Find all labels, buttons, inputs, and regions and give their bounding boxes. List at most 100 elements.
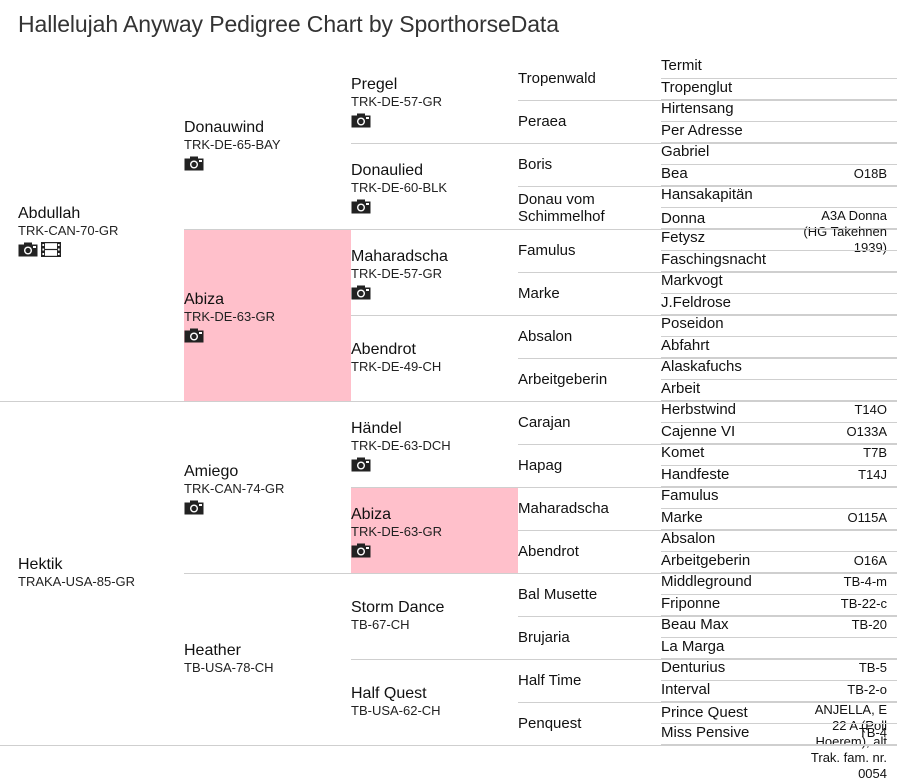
horse-name[interactable]: Pregel [351, 76, 398, 93]
horse-name[interactable]: Abdullah [18, 205, 81, 222]
horse-name[interactable]: Hapag [518, 457, 563, 474]
horse-name[interactable]: Faschingsnacht [661, 251, 767, 268]
horse-name[interactable]: Per Adresse [661, 122, 743, 139]
horse-entry[interactable]: Bea O18B [661, 165, 887, 187]
horse-name[interactable]: Half Quest [351, 685, 427, 702]
horse-name[interactable]: Carajan [518, 414, 571, 431]
horse-entry[interactable]: Faschingsnacht [661, 251, 887, 273]
horse-entry[interactable]: Friponne TB-22-c [661, 595, 887, 617]
horse-name[interactable]: Abendrot [518, 543, 579, 560]
horse-name[interactable]: Maharadscha [518, 500, 609, 517]
horse-name[interactable]: Interval [661, 681, 711, 698]
horse-name[interactable]: Famulus [661, 487, 719, 504]
horse-name[interactable]: Arbeitgeberin [518, 371, 608, 388]
horse-entry[interactable]: Abiza TRK-DE-63-GR [351, 506, 442, 558]
camera-icon[interactable] [18, 242, 38, 257]
horse-entry[interactable]: Per Adresse [661, 122, 887, 144]
horse-name[interactable]: Maharadscha [351, 248, 448, 265]
horse-name[interactable]: Heather [184, 642, 241, 659]
horse-entry[interactable]: J.Feldrose [661, 294, 887, 316]
horse-name[interactable]: Donna [661, 210, 706, 227]
film-icon[interactable] [40, 241, 62, 258]
horse-entry[interactable]: Heather TB-USA-78-CH [184, 642, 274, 676]
horse-entry[interactable]: Half Quest TB-USA-62-CH [351, 685, 441, 719]
horse-name[interactable]: Middleground [661, 573, 752, 590]
horse-name[interactable]: Hektik [18, 556, 63, 573]
horse-entry[interactable]: Hansakapitän [661, 186, 887, 208]
horse-entry[interactable]: Amiego TRK-CAN-74-GR [184, 463, 284, 515]
horse-name[interactable]: Tropenglut [661, 79, 733, 96]
horse-entry[interactable]: Händel TRK-DE-63-DCH [351, 420, 451, 472]
horse-name[interactable]: Absalon [661, 530, 716, 547]
horse-entry[interactable]: Absalon [518, 328, 656, 345]
horse-name[interactable]: Donaulied [351, 162, 424, 179]
horse-name[interactable]: Handfeste [661, 466, 730, 483]
horse-entry[interactable]: Cajenne VI O133A [661, 423, 887, 445]
horse-name[interactable]: Bal Musette [518, 586, 598, 603]
horse-name[interactable]: Termit [661, 57, 702, 74]
horse-name[interactable]: Alaskafuchs [661, 358, 742, 375]
camera-icon[interactable] [351, 113, 371, 128]
horse-name[interactable]: Tropenwald [518, 70, 596, 87]
horse-name[interactable]: Poseidon [661, 315, 724, 332]
horse-entry[interactable]: Gabriel [661, 143, 887, 165]
horse-entry[interactable]: Abiza TRK-DE-63-GR [184, 291, 275, 343]
camera-icon[interactable] [184, 328, 204, 343]
horse-entry[interactable]: La Marga [661, 638, 887, 660]
horse-entry[interactable]: Half Time [518, 672, 656, 689]
horse-name[interactable]: Brujaria [518, 629, 570, 646]
horse-entry[interactable]: Storm Dance TB-67-CH [351, 599, 444, 633]
horse-entry[interactable]: Interval TB-2-o [661, 681, 887, 703]
horse-entry[interactable]: Markvogt [661, 272, 887, 294]
horse-entry[interactable]: Hapag [518, 457, 656, 474]
horse-entry[interactable]: Poseidon [661, 315, 887, 337]
horse-entry[interactable]: Denturius TB-5 [661, 659, 887, 681]
horse-name[interactable]: Miss Pensive [661, 724, 750, 741]
horse-entry[interactable]: Arbeit [661, 380, 887, 402]
horse-entry[interactable]: Famulus [518, 242, 656, 259]
horse-name[interactable]: Bea [661, 165, 688, 182]
horse-entry[interactable]: Alaskafuchs [661, 358, 887, 380]
horse-entry[interactable]: Arbeitgeberin O16A [661, 552, 887, 574]
horse-name[interactable]: Komet [661, 444, 705, 461]
horse-name[interactable]: Abfahrt [661, 337, 710, 354]
horse-entry[interactable]: Abendrot [518, 543, 656, 560]
horse-name[interactable]: Storm Dance [351, 599, 445, 616]
horse-entry[interactable]: Tropenwald [518, 70, 656, 87]
horse-name[interactable]: Famulus [518, 242, 576, 259]
horse-entry[interactable]: Abfahrt [661, 337, 887, 359]
horse-entry[interactable]: Beau Max TB-20 [661, 616, 887, 638]
horse-name[interactable]: Marke [661, 509, 703, 526]
horse-name[interactable]: Beau Max [661, 616, 729, 633]
horse-entry[interactable]: Abendrot TRK-DE-49-CH [351, 341, 441, 375]
horse-name[interactable]: Denturius [661, 659, 726, 676]
horse-name[interactable]: Boris [518, 156, 553, 173]
horse-name[interactable]: Gabriel [661, 143, 710, 160]
horse-entry[interactable]: Tropenglut [661, 79, 887, 101]
horse-name[interactable]: Donau vom Schimmelhof [518, 191, 605, 225]
horse-name[interactable]: Cajenne VI [661, 423, 736, 440]
horse-entry[interactable]: Bal Musette [518, 586, 656, 603]
horse-entry[interactable]: Hektik TRAKA-USA-85-GR [18, 556, 135, 590]
horse-name[interactable]: Prince Quest [661, 704, 748, 721]
horse-name[interactable]: Penquest [518, 715, 582, 732]
horse-name[interactable]: Händel [351, 420, 402, 437]
horse-entry[interactable]: Maharadscha TRK-DE-57-GR [351, 248, 448, 300]
camera-icon[interactable] [184, 500, 204, 515]
horse-name[interactable]: J.Feldrose [661, 294, 732, 311]
horse-name[interactable]: Abiza [351, 506, 392, 523]
horse-entry[interactable]: Prince Quest ANJELLA, E 22 A (Poll Hoerem… [661, 702, 887, 781]
horse-name[interactable]: Absalon [518, 328, 573, 345]
horse-entry[interactable]: Herbstwind T14O [661, 401, 887, 423]
horse-entry[interactable]: Handfeste T14J [661, 466, 887, 488]
horse-entry[interactable]: Brujaria [518, 629, 656, 646]
horse-entry[interactable]: Abdullah TRK-CAN-70-GR [18, 205, 118, 258]
camera-icon[interactable] [351, 285, 371, 300]
horse-entry[interactable]: Fetysz [661, 229, 887, 251]
horse-name[interactable]: Marke [518, 285, 560, 302]
horse-entry[interactable]: Middleground TB-4-m [661, 573, 887, 595]
horse-name[interactable]: La Marga [661, 638, 725, 655]
horse-name[interactable]: Arbeitgeberin [661, 552, 751, 569]
horse-entry[interactable]: Termit [661, 57, 887, 79]
horse-entry[interactable]: Donaulied TRK-DE-60-BLK [351, 162, 447, 214]
